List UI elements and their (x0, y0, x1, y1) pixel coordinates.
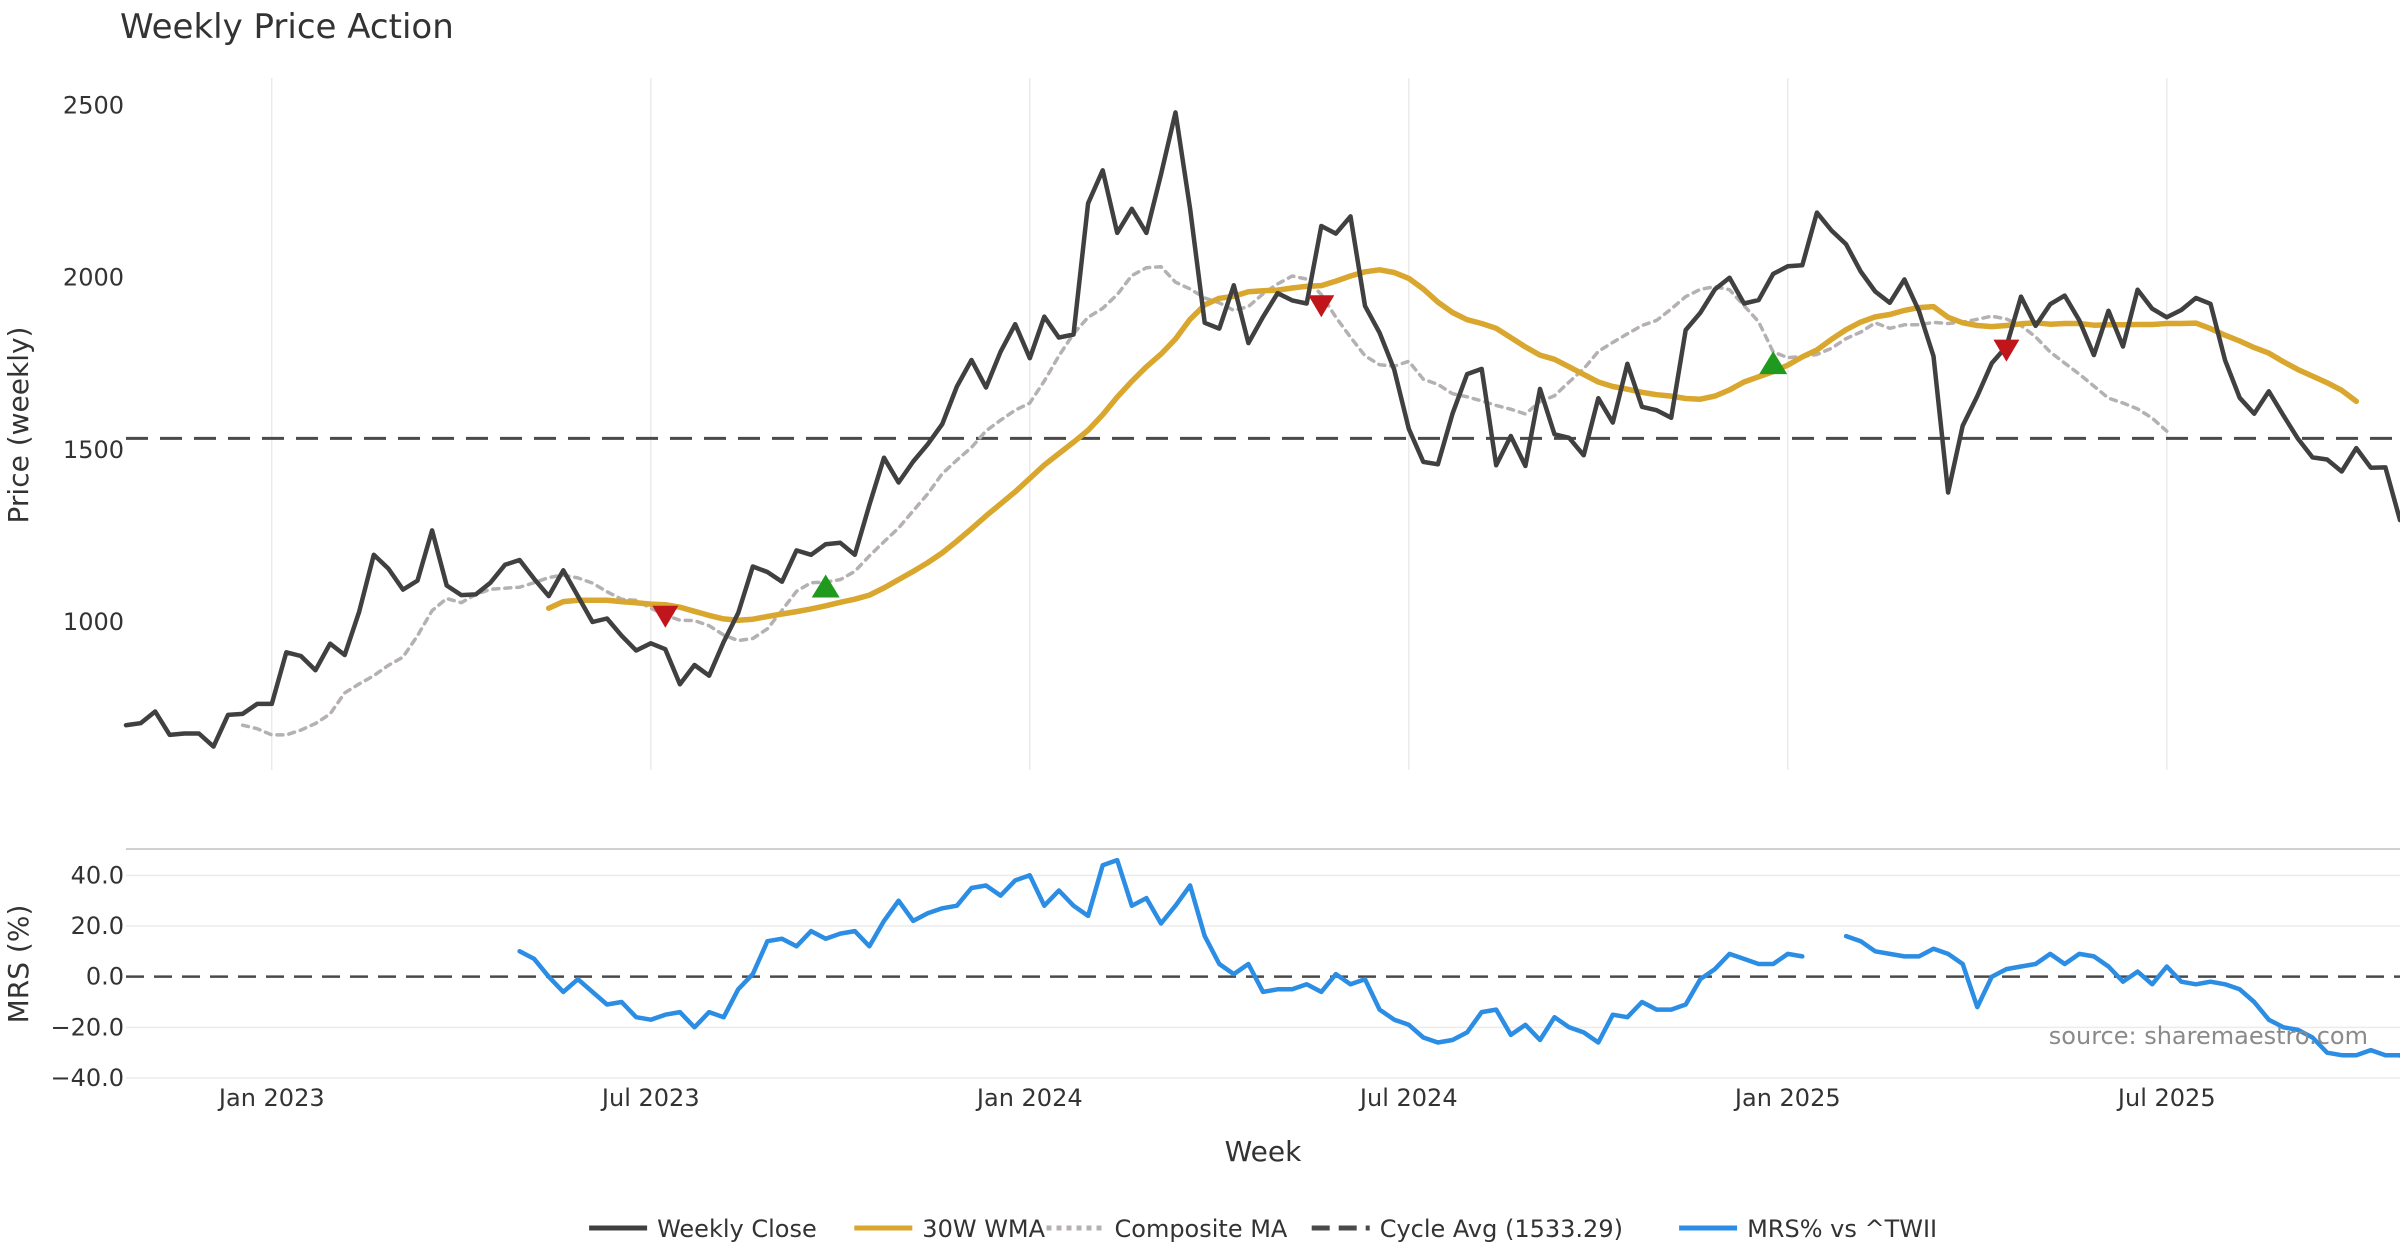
legend-label: MRS% vs ^TWII (1747, 1215, 1937, 1243)
mrs-y-tick-label: −20.0 (50, 1013, 124, 1041)
series-weekly-close (123, 110, 2400, 749)
sell-signal-marker (1308, 295, 1335, 318)
legend-label: Weekly Close (657, 1215, 817, 1243)
mrs-y-tick-label: 20.0 (71, 912, 124, 940)
price-y-tick-label: 1000 (63, 608, 124, 636)
legend-label: Cycle Avg (1533.29) (1380, 1215, 1623, 1243)
sell-signal-marker (652, 605, 679, 628)
price-y-axis-title: Price (weekly) (2, 327, 35, 524)
chart-title: Weekly Price Action (120, 7, 454, 47)
series-composite-ma (240, 264, 2169, 737)
source-note: source: sharemaestro.com (2049, 1022, 2368, 1050)
mrs-y-tick-label: 40.0 (71, 861, 124, 889)
x-ticks: Jan 2023 Jul 2023 Jan 2024 Jul 2024 Jan 2025… (217, 1084, 2216, 1112)
mrs-gridlines (126, 874, 2400, 1079)
mrs-y-ticks: 40.0 20.0 0.0 −20.0 −40.0 (50, 861, 124, 1092)
x-tick-label: Jul 2024 (1358, 1084, 1458, 1112)
legend-label: Composite MA (1115, 1215, 1288, 1243)
series-mrs-segment-0 (517, 857, 1805, 1045)
price-gridlines (271, 78, 2168, 770)
price-y-tick-label: 1500 (63, 436, 124, 464)
sell-signal-marker (1993, 339, 2020, 362)
mrs-y-axis-title: MRS (%) (2, 905, 35, 1024)
x-axis-title: Week (1225, 1135, 1302, 1168)
buy-signal-marker (811, 574, 840, 598)
x-tick-label: Jan 2023 (217, 1084, 325, 1112)
legend-label: 30W WMA (922, 1215, 1045, 1243)
price-y-tick-label: 2000 (63, 264, 124, 292)
price-y-ticks: 1000 1500 2000 2500 (63, 92, 124, 636)
signal-markers (652, 295, 2020, 628)
x-tick-label: Jul 2023 (600, 1084, 700, 1112)
x-tick-label: Jul 2025 (2116, 1084, 2216, 1112)
buy-signal-marker (1759, 351, 1788, 375)
x-tick-label: Jan 2024 (975, 1084, 1083, 1112)
price-y-tick-label: 2500 (63, 92, 124, 120)
series-30w-wma (545, 267, 2360, 623)
mrs-y-tick-label: 0.0 (86, 963, 124, 991)
price-series-layer (123, 110, 2400, 749)
legend: Weekly Close 30W WMA Composite MA Cycle Avg… (589, 1215, 1937, 1243)
series-mrs-segment-1 (1843, 933, 2400, 1059)
mrs-series-layer (126, 857, 2400, 1059)
mrs-y-tick-label: −40.0 (50, 1064, 124, 1092)
x-tick-label: Jan 2025 (1733, 1084, 1841, 1112)
